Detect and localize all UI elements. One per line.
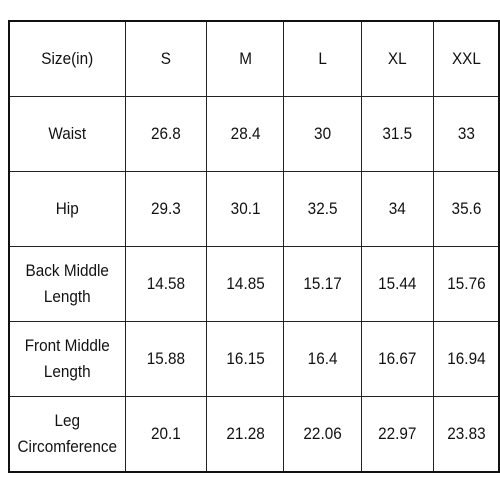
- cell: S: [128, 20, 204, 97]
- cell: 28.4: [210, 96, 281, 172]
- cell: 26.8: [128, 96, 204, 172]
- row-label: Back Middle Length: [14, 246, 120, 322]
- cell: 29.3: [128, 171, 204, 247]
- header-row: Size(in) S M L XL XXL: [9, 20, 499, 97]
- cell: 16.94: [436, 321, 497, 397]
- cell: 14.85: [210, 246, 281, 322]
- cell: L: [287, 20, 358, 97]
- cell: 15.76: [436, 246, 497, 322]
- cell: 23.83: [436, 396, 497, 473]
- size-table-container: Size(in) S M L XL XXL Waist 26.8 28.4 30 31.5 33 Hip…: [8, 20, 500, 473]
- cell: 20.1: [128, 396, 204, 473]
- data-row: Hip 29.3 30.1 32.5 34 35.6: [9, 171, 499, 247]
- row-label: Waist: [14, 96, 120, 172]
- row-label: Hip: [14, 171, 120, 247]
- size-table: Size(in) S M L XL XXL Waist 26.8 28.4 30 31.5 33 Hip…: [8, 20, 500, 473]
- cell: 35.6: [436, 171, 497, 247]
- cell: 34: [364, 171, 431, 247]
- row-label: Size(in): [14, 20, 120, 97]
- cell: 22.97: [364, 396, 431, 473]
- cell: 15.44: [364, 246, 431, 322]
- cell: 32.5: [287, 171, 358, 247]
- table-body: Size(in) S M L XL XXL Waist 26.8 28.4 30 31.5 33 Hip…: [9, 20, 499, 473]
- cell: 31.5: [364, 96, 431, 172]
- cell: 16.67: [364, 321, 431, 397]
- cell: M: [210, 20, 281, 97]
- data-row: Back Middle Length 14.58 14.85 15.17 15.44 15…: [9, 246, 499, 322]
- data-row: Waist 26.8 28.4 30 31.5 33: [9, 96, 499, 172]
- data-row: Leg Circomference 20.1 21.28 22.06 22.97 23.8…: [9, 396, 499, 473]
- cell: 15.17: [287, 246, 358, 322]
- cell: 14.58: [128, 246, 204, 322]
- row-label: Front Middle Length: [14, 321, 120, 397]
- cell: 16.4: [287, 321, 358, 397]
- cell: 30: [287, 96, 358, 172]
- cell: 16.15: [210, 321, 281, 397]
- cell: XL: [364, 20, 431, 97]
- cell: 33: [436, 96, 497, 172]
- cell: 22.06: [287, 396, 358, 473]
- cell: XXL: [436, 20, 497, 97]
- row-label: Leg Circomference: [14, 396, 120, 473]
- cell: 30.1: [210, 171, 281, 247]
- cell: 15.88: [128, 321, 204, 397]
- cell: 21.28: [210, 396, 281, 473]
- data-row: Front Middle Length 15.88 16.15 16.4 16.67 16…: [9, 321, 499, 397]
